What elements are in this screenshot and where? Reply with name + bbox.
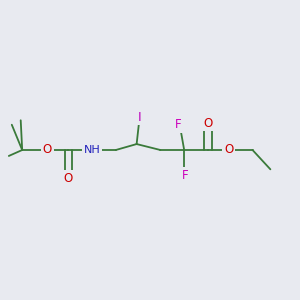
- Text: O: O: [43, 143, 52, 157]
- Text: O: O: [224, 143, 233, 157]
- Text: F: F: [175, 118, 181, 131]
- Text: NH: NH: [84, 145, 100, 155]
- Text: I: I: [138, 111, 141, 124]
- Text: F: F: [182, 169, 189, 182]
- Text: O: O: [203, 117, 213, 130]
- Text: O: O: [64, 172, 73, 185]
